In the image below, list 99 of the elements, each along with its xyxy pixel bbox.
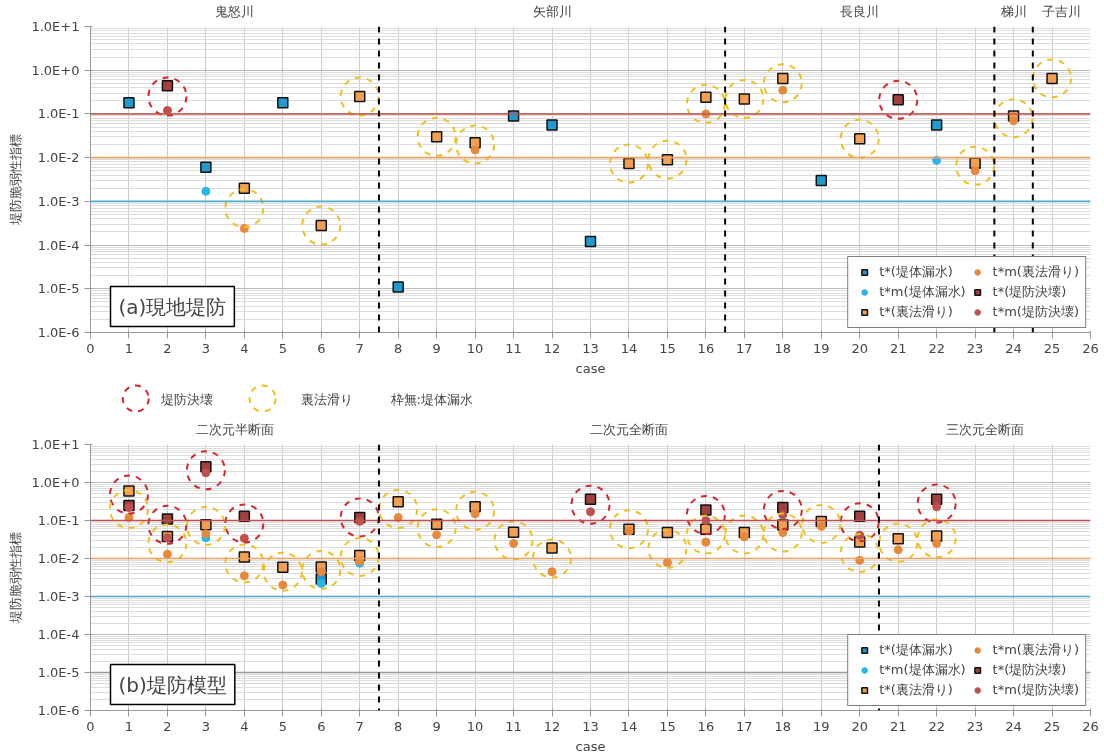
x-tick-label: 5	[278, 718, 287, 734]
x-tick-label: 17	[736, 340, 753, 356]
x-tick-label: 24	[1005, 340, 1022, 356]
x-tick-label: 11	[505, 718, 522, 734]
x-tick-label: 5	[278, 340, 287, 356]
x-tick-label: 22	[928, 718, 945, 734]
legend-label: 堤防決壊	[159, 391, 213, 407]
x-tick-label: 13	[582, 340, 599, 356]
x-tick-label: 8	[394, 340, 403, 356]
x-tick-label: 16	[697, 718, 715, 734]
x-tick-label: 9	[432, 718, 441, 734]
x-tick-label: 13	[582, 718, 599, 734]
x-tick-label: 8	[394, 718, 403, 734]
x-tick-label: 7	[355, 718, 364, 734]
x-tick-label: 24	[1005, 718, 1022, 734]
legend-label: t*m(堤防決壊)	[992, 681, 1079, 699]
y-tick-label: 1.0E-4	[37, 237, 80, 253]
y-tick-label: 1.0E-6	[37, 325, 80, 340]
x-tick-label: 3	[201, 718, 211, 734]
legend-label: t*m(裏法滑り)	[992, 263, 1079, 281]
x-tick-label: 2	[163, 718, 172, 734]
x-tick-label: 4	[240, 340, 249, 356]
text: 三次元全断面	[945, 421, 1024, 437]
x-tick-label: 3	[201, 340, 211, 356]
x-tick-label: 14	[620, 340, 638, 356]
text: 鬼怒川	[215, 3, 255, 19]
x-tick-label: 12	[543, 718, 561, 734]
legend-label: t*(堤防決壊)	[992, 661, 1067, 679]
x-tick-label: 10	[466, 340, 484, 356]
x-tick-label: 22	[928, 340, 945, 356]
text: 枠無:堤体漏水	[389, 391, 473, 407]
x-tick-label: 1	[124, 718, 134, 734]
y-tick-label: 1.0E-4	[37, 627, 80, 642]
x-tick-label: 23	[966, 718, 984, 734]
x-tick-label: 20	[851, 340, 869, 356]
y-axis-title: 堤防脆弱性指標	[8, 532, 24, 624]
x-tick-label: 25	[1043, 718, 1061, 734]
x-tick-label: 0	[86, 718, 95, 734]
y-tick-label: 1.0E+1	[31, 437, 80, 452]
legend-label: 裏法滑り	[300, 391, 353, 407]
x-tick-label: 9	[432, 340, 441, 356]
y-tick-label: 1.0E-3	[37, 589, 80, 604]
x-tick-label: 1	[124, 340, 134, 356]
y-tick-label: 1.0E-2	[37, 551, 80, 566]
x-tick-label: 23	[966, 340, 984, 356]
y-tick-label: 1.0E-6	[37, 703, 80, 718]
y-tick-label: 1.0E-1	[37, 513, 80, 528]
text: 長良川	[840, 3, 880, 19]
legend-label: t*(堤防決壊)	[992, 283, 1067, 301]
x-tick-label: 26	[1082, 340, 1099, 356]
y-tick-label: 1.0E+0	[31, 62, 80, 78]
y-axis-title: 堤防脆弱性指標	[8, 134, 24, 226]
x-tick-label: 16	[697, 340, 715, 356]
y-tick-label: 1.0E-5	[37, 665, 80, 680]
y-tick-label: 1.0E-2	[37, 150, 80, 166]
x-tick-label: 11	[505, 340, 522, 356]
legend-label: t*(裏法滑り)	[879, 681, 953, 699]
y-tick-label: 1.0E-5	[37, 281, 80, 297]
legend-label: t*m(裏法滑り)	[992, 641, 1079, 659]
annotation: (a)現地堤防	[118, 294, 227, 319]
text: 二次元半断面	[195, 421, 274, 437]
legend-label: t*m(堤体漏水)	[879, 283, 966, 301]
legend-label: t*(堤体漏水)	[879, 263, 953, 281]
x-tick-label: 10	[466, 718, 484, 734]
x-axis-title: case	[575, 738, 606, 754]
text: 矢部川	[532, 3, 572, 19]
y-tick-label: 1.0E+1	[31, 19, 80, 34]
legend-label: t*(裏法滑り)	[879, 303, 953, 321]
x-tick-label: 20	[851, 718, 869, 734]
x-tick-label: 19	[813, 718, 830, 734]
legend-label: t*(堤体漏水)	[879, 641, 953, 659]
y-tick-label: 1.0E+0	[31, 475, 80, 490]
legend-label: t*m(堤体漏水)	[879, 661, 966, 679]
x-tick-label: 2	[163, 340, 172, 356]
annotation: (b)堤防模型	[118, 672, 227, 697]
x-tick-label: 19	[813, 340, 830, 356]
x-tick-label: 18	[774, 718, 792, 734]
y-tick-label: 1.0E-1	[37, 106, 80, 122]
legend-label: t*m(堤防決壊)	[992, 303, 1079, 321]
text: 子吉川	[1042, 3, 1082, 19]
x-tick-label: 15	[659, 718, 676, 734]
x-tick-label: 7	[355, 340, 364, 356]
text: 梯川	[999, 3, 1027, 19]
x-tick-label: 4	[240, 718, 249, 734]
x-tick-label: 14	[620, 718, 638, 734]
x-tick-label: 21	[889, 718, 907, 734]
x-tick-label: 18	[774, 340, 792, 356]
x-tick-label: 26	[1082, 718, 1099, 734]
x-tick-label: 12	[543, 340, 561, 356]
x-tick-label: 6	[317, 718, 326, 734]
x-tick-label: 15	[659, 340, 676, 356]
x-tick-label: 6	[317, 340, 326, 356]
x-tick-label: 17	[736, 718, 753, 734]
y-tick-label: 1.0E-3	[37, 193, 80, 209]
x-tick-label: 0	[86, 340, 95, 356]
text: 二次元全断面	[589, 421, 668, 437]
x-tick-label: 25	[1043, 340, 1061, 356]
x-axis-title: case	[575, 360, 606, 376]
x-tick-label: 21	[889, 340, 907, 356]
